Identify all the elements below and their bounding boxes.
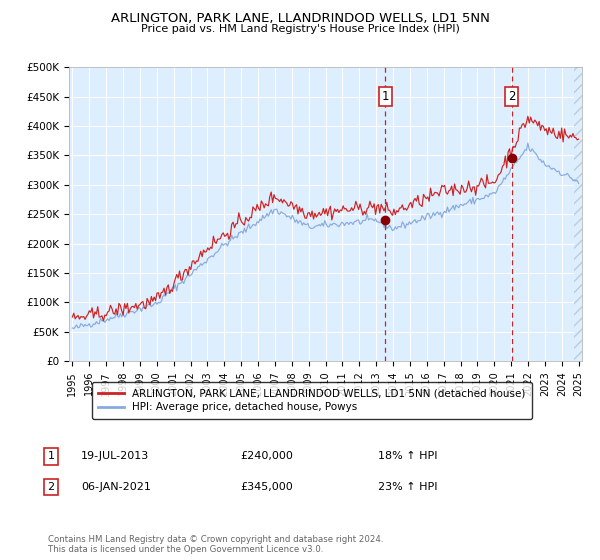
- Text: ARLINGTON, PARK LANE, LLANDRINDOD WELLS, LD1 5NN: ARLINGTON, PARK LANE, LLANDRINDOD WELLS,…: [110, 12, 490, 25]
- Text: Contains HM Land Registry data © Crown copyright and database right 2024.
This d: Contains HM Land Registry data © Crown c…: [48, 535, 383, 554]
- Text: 2: 2: [47, 482, 55, 492]
- Text: 2: 2: [508, 90, 515, 103]
- Text: Price paid vs. HM Land Registry's House Price Index (HPI): Price paid vs. HM Land Registry's House …: [140, 24, 460, 34]
- Text: 19-JUL-2013: 19-JUL-2013: [81, 451, 149, 461]
- Text: 23% ↑ HPI: 23% ↑ HPI: [378, 482, 437, 492]
- Text: 1: 1: [47, 451, 55, 461]
- Text: 1: 1: [382, 90, 389, 103]
- Text: 18% ↑ HPI: 18% ↑ HPI: [378, 451, 437, 461]
- Bar: [574, 67, 586, 361]
- Text: £240,000: £240,000: [240, 451, 293, 461]
- Text: £345,000: £345,000: [240, 482, 293, 492]
- Text: 06-JAN-2021: 06-JAN-2021: [81, 482, 151, 492]
- Legend: ARLINGTON, PARK LANE, LLANDRINDOD WELLS, LD1 5NN (detached house), HPI: Average : ARLINGTON, PARK LANE, LLANDRINDOD WELLS,…: [92, 382, 532, 419]
